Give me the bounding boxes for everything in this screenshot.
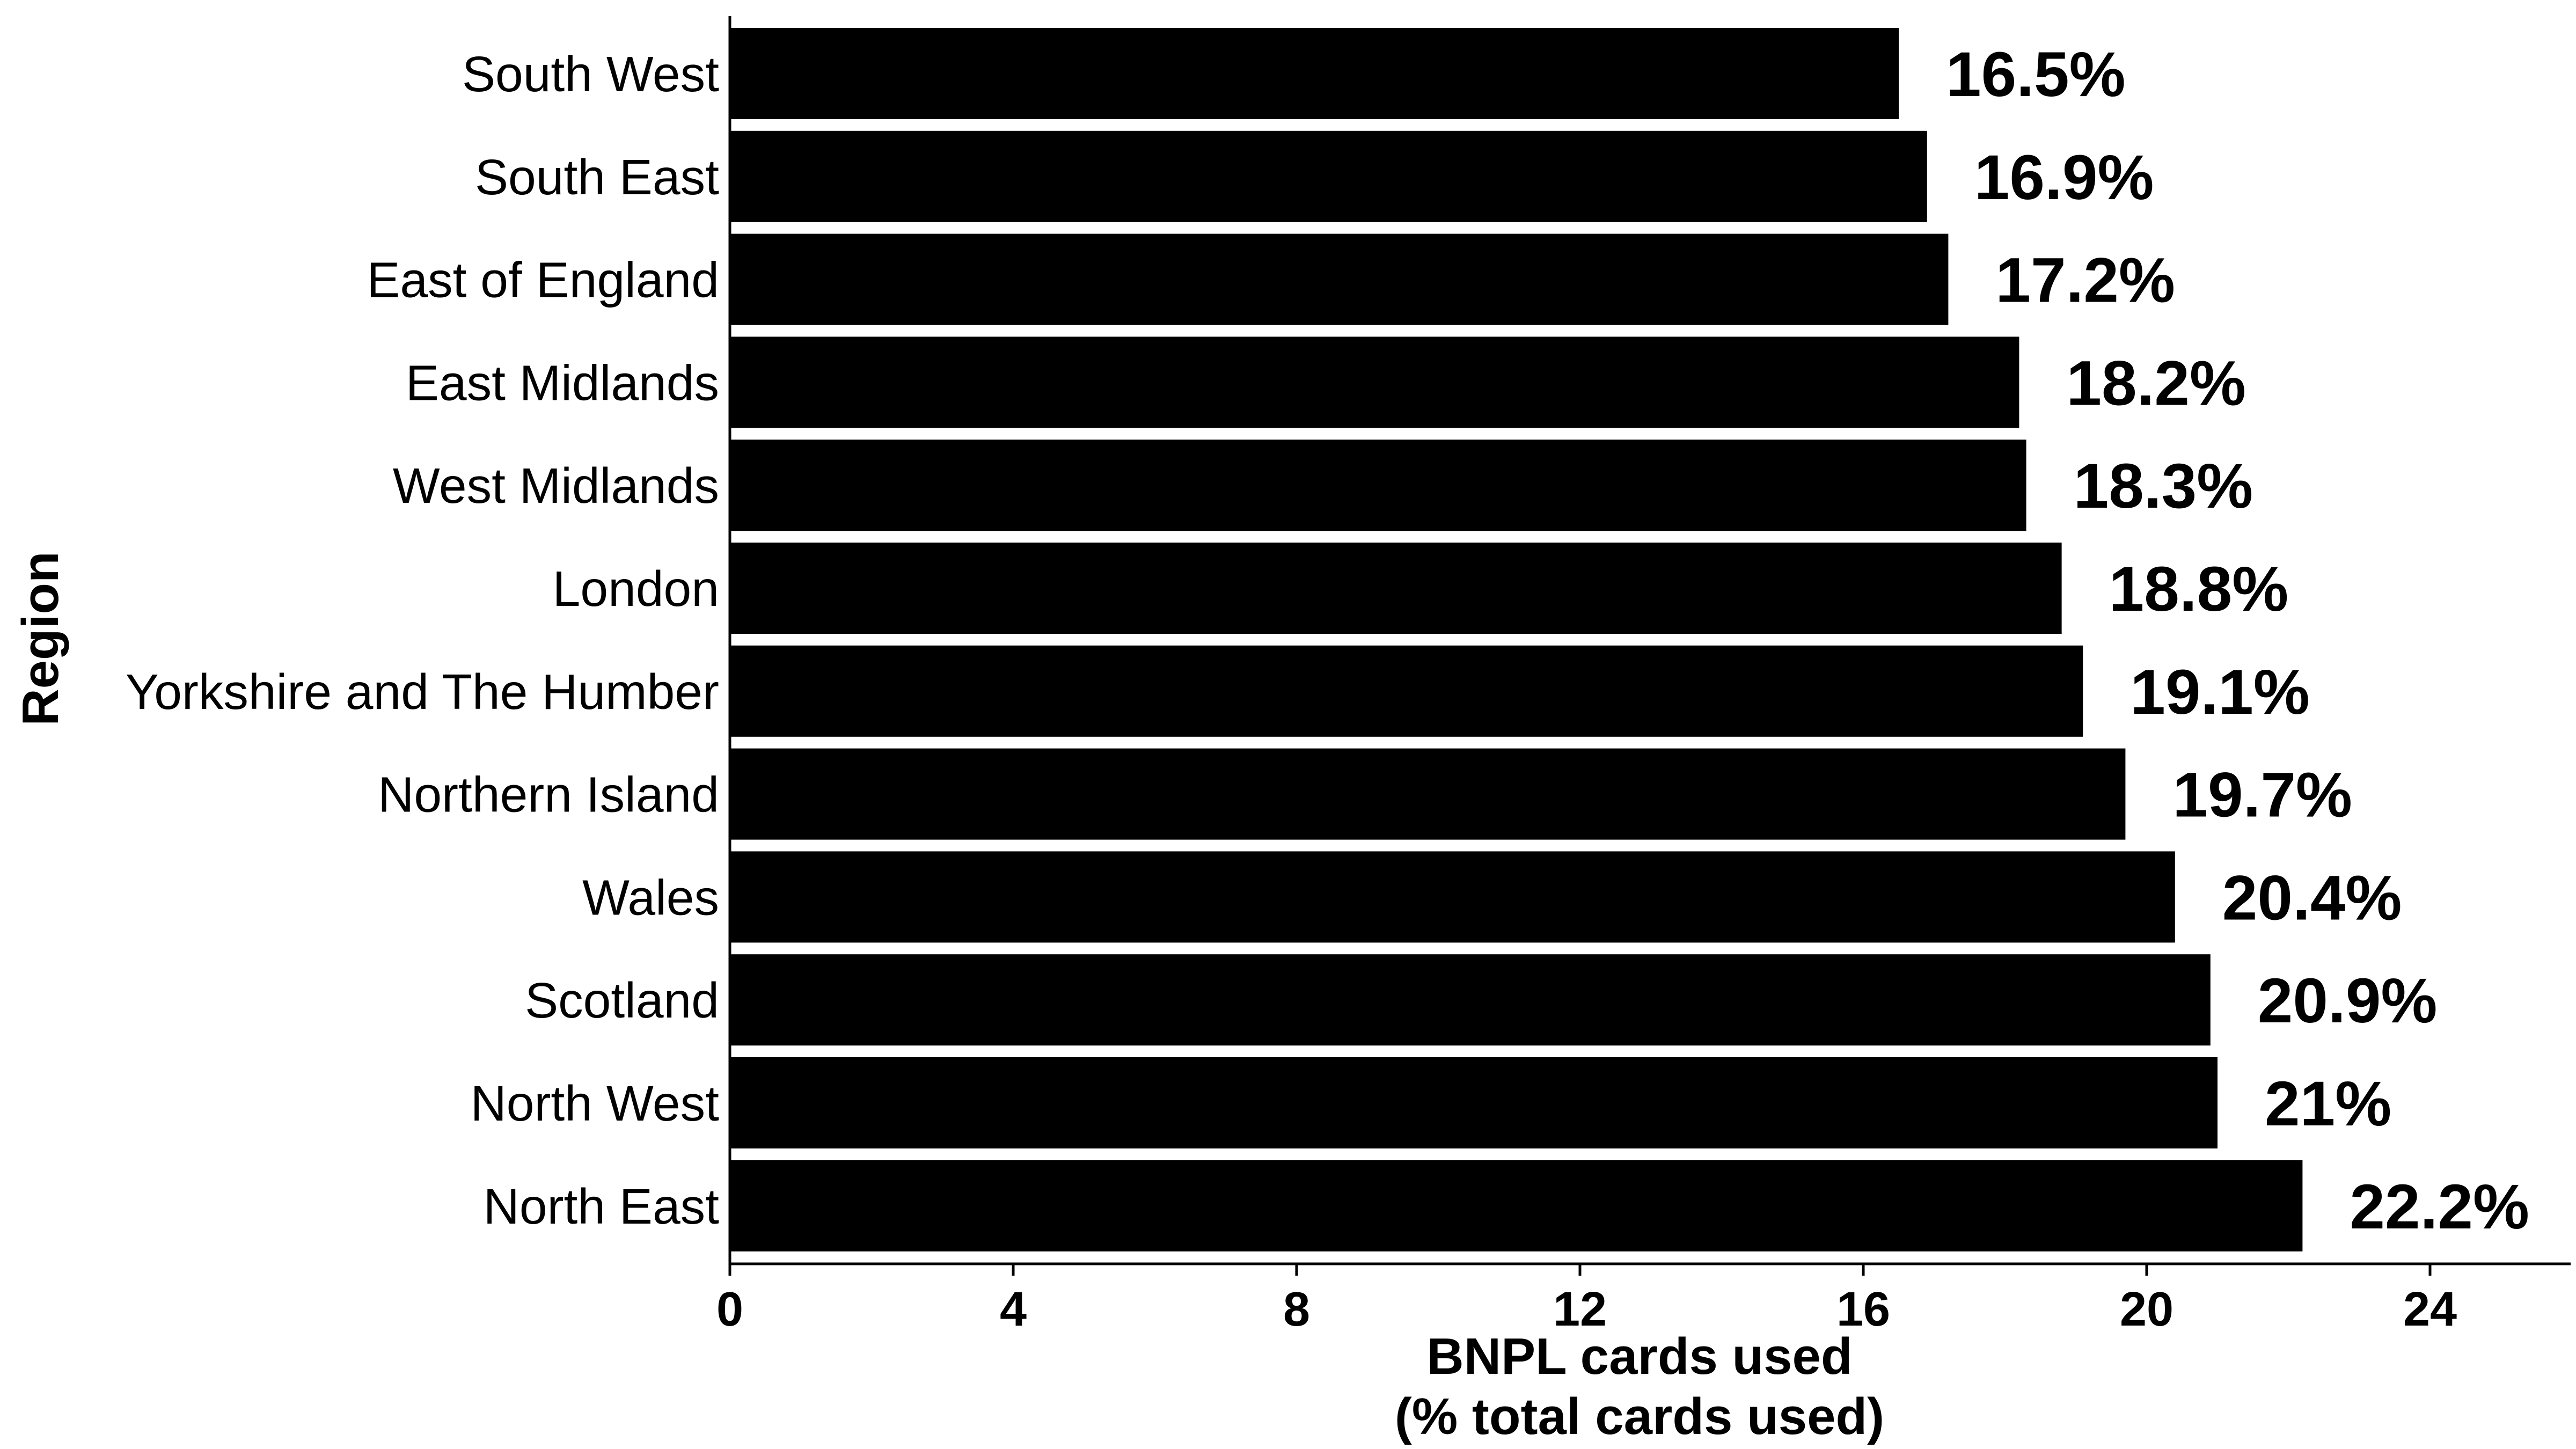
category-label-south-east: South East bbox=[475, 149, 719, 205]
category-label-scotland: Scotland bbox=[525, 972, 719, 1028]
value-label-scotland: 20.9% bbox=[2258, 965, 2438, 1036]
value-label-south-west: 16.5% bbox=[1946, 39, 2126, 110]
value-label-london: 18.8% bbox=[2109, 554, 2289, 625]
x-tick-label-12: 12 bbox=[1553, 1283, 1607, 1336]
bar-north-west bbox=[730, 1057, 2218, 1148]
category-label-yorkshire-and-the-humber: Yorkshire and The Humber bbox=[126, 664, 719, 720]
bar-wales bbox=[730, 851, 2175, 943]
value-label-east-of-england: 17.2% bbox=[1995, 245, 2175, 316]
bars-layer bbox=[730, 28, 2303, 1252]
bar-north-east bbox=[730, 1160, 2303, 1252]
value-label-northern-island: 19.7% bbox=[2172, 760, 2352, 831]
bar-east-of-england bbox=[730, 233, 1949, 325]
x-axis-title-line-2: (% total cards used) bbox=[1395, 1388, 1884, 1445]
value-labels-layer: 16.5% 16.9% 17.2% 18.2% 18.3% 18.8% 19.1% 19.7%… bbox=[1946, 39, 2529, 1242]
category-label-north-west: North West bbox=[471, 1075, 720, 1131]
category-label-west-midlands: West Midlands bbox=[393, 458, 719, 514]
bar-south-west bbox=[730, 28, 1899, 119]
bar-east-midlands bbox=[730, 336, 2019, 428]
category-label-north-east: North East bbox=[484, 1179, 720, 1234]
x-axis-title-line-1: BNPL cards used bbox=[1426, 1328, 1852, 1385]
bar-london bbox=[730, 543, 2062, 634]
x-tick-label-16: 16 bbox=[1836, 1283, 1890, 1336]
category-label-london: London bbox=[553, 561, 719, 617]
category-label-northern-island: Northern Island bbox=[378, 767, 719, 823]
category-labels-layer: South West South East East of England East … bbox=[126, 46, 719, 1234]
x-tick-label-24: 24 bbox=[2403, 1283, 2457, 1336]
x-axis: 0 4 8 12 16 20 24 bbox=[716, 1262, 2571, 1336]
x-tick-label-0: 0 bbox=[716, 1283, 743, 1336]
category-label-east-midlands: East Midlands bbox=[406, 355, 719, 411]
value-label-west-midlands: 18.3% bbox=[2074, 451, 2253, 522]
value-label-wales: 20.4% bbox=[2222, 862, 2402, 933]
bar-northern-island bbox=[730, 748, 2126, 840]
x-tick-label-4: 4 bbox=[1000, 1283, 1027, 1336]
x-tick-label-8: 8 bbox=[1283, 1283, 1310, 1336]
category-label-south-west: South West bbox=[462, 46, 719, 102]
value-label-south-east: 16.9% bbox=[1974, 142, 2154, 213]
value-label-north-west: 21% bbox=[2265, 1069, 2391, 1139]
y-axis-title: Region bbox=[12, 551, 69, 726]
category-label-wales: Wales bbox=[582, 869, 719, 925]
value-label-north-east: 22.2% bbox=[2350, 1172, 2529, 1242]
bar-yorkshire-and-the-humber bbox=[730, 645, 2083, 737]
bar-south-east bbox=[730, 130, 1927, 222]
category-label-east-of-england: East of England bbox=[367, 252, 719, 308]
bar-west-midlands bbox=[730, 440, 2026, 531]
bar-scotland bbox=[730, 954, 2211, 1046]
x-tick-label-20: 20 bbox=[2120, 1283, 2174, 1336]
value-label-east-midlands: 18.2% bbox=[2066, 348, 2246, 419]
value-label-yorkshire-and-the-humber: 19.1% bbox=[2130, 657, 2310, 728]
